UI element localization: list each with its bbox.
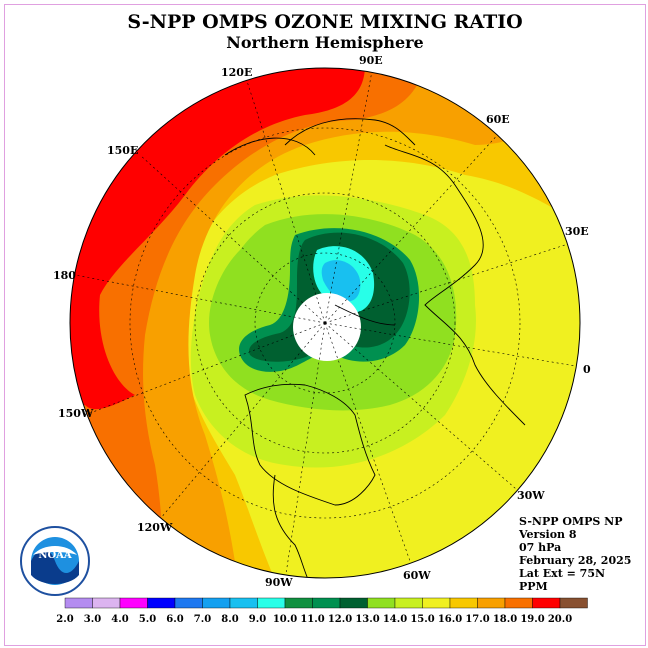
- colorbar-swatch: [504, 597, 533, 609]
- colorbar-tick-label: 10.0: [273, 614, 297, 625]
- colorbar-swatch: [202, 597, 231, 609]
- longitude-grid: [74, 70, 580, 578]
- colorbar-swatch: [477, 597, 506, 609]
- info-units: PPM: [519, 580, 548, 593]
- colorbar-tick-label: 13.0: [355, 614, 379, 625]
- colorbar-swatch: [339, 597, 368, 609]
- info-lat-ext: Lat Ext = 75N: [519, 567, 606, 580]
- lon-label-90w: 90W: [265, 576, 293, 589]
- colorbar-tick-label: 2.0: [56, 614, 73, 625]
- ozone-field: [70, 68, 580, 578]
- map-figure: S-NPP OMPS OZONE MIXING RATIO Northern H…: [4, 4, 646, 646]
- colorbar-swatch: [312, 597, 341, 609]
- colorbar-swatch: [532, 597, 561, 609]
- lon-label-90e: 90E: [359, 54, 383, 67]
- map-border: [69, 67, 581, 579]
- colorbar-swatch: [64, 597, 93, 609]
- colorbar-tick-label: 17.0: [465, 614, 489, 625]
- lon-label-60e: 60E: [486, 113, 510, 126]
- colorbar-swatch: [92, 597, 121, 609]
- lon-label-60w: 60W: [403, 569, 431, 582]
- colorbar-tick-label: 15.0: [410, 614, 434, 625]
- colorbar-tick-label: 9.0: [249, 614, 266, 625]
- info-date: February 28, 2025: [519, 554, 632, 567]
- colorbar-tick-label: 20.0: [548, 614, 572, 625]
- colorbar-swatch: [229, 597, 258, 609]
- lon-label-150e: 150E: [107, 144, 139, 157]
- field-9ppm: [321, 260, 361, 302]
- colorbar-tick-label: 8.0: [221, 614, 238, 625]
- colorbar-swatch: [449, 597, 478, 609]
- colorbar-swatch: [559, 597, 588, 609]
- colorbar: 2.0 3.0 4.0 5.0 6.0 7.0 8.0 9.0 10.0 11.0 12.0 13.0…: [56, 597, 588, 625]
- noaa-logo: NOAA: [20, 526, 90, 596]
- colorbar-swatch: [119, 597, 148, 609]
- lon-label-150w: 150W: [58, 407, 94, 420]
- lon-label-30w: 30W: [517, 489, 545, 502]
- lon-label-120e: 120E: [221, 66, 253, 79]
- colorbar-tick-label: 4.0: [111, 614, 128, 625]
- colorbar-tick-label: 6.0: [166, 614, 183, 625]
- colorbar-tick-label: 14.0: [383, 614, 407, 625]
- info-pressure: 07 hPa: [519, 541, 562, 554]
- colorbar-swatch: [257, 597, 286, 609]
- lon-label-0: 0: [583, 363, 591, 376]
- info-version: Version 8: [519, 528, 577, 541]
- colorbar-swatch: [284, 597, 313, 609]
- latitude-grid: [129, 127, 521, 519]
- colorbar-swatch: [394, 597, 423, 609]
- lon-label-30e: 30E: [565, 225, 589, 238]
- lon-label-120w: 120W: [137, 521, 173, 534]
- colorbar-tick-label: 3.0: [84, 614, 101, 625]
- no-data-region: [293, 293, 361, 361]
- colorbar-swatch: [147, 597, 176, 609]
- colorbar-tick-label: 7.0: [194, 614, 211, 625]
- lon-label-180: 180: [53, 269, 76, 282]
- colorbar-tick-label: 12.0: [328, 614, 352, 625]
- colorbar-swatch: [174, 597, 203, 609]
- svg-text:NOAA: NOAA: [38, 550, 72, 561]
- colorbar-tick-label: 16.0: [438, 614, 462, 625]
- map-subtitle: Northern Hemisphere: [226, 33, 424, 52]
- colorbar-tick-label: 19.0: [520, 614, 544, 625]
- colorbar-tick-label: 5.0: [139, 614, 156, 625]
- colorbar-swatch: [367, 597, 396, 609]
- polar-map: 2.0 3.0 4.0 5.0 6.0 7.0 8.0 9.0 10.0 11.0 12.0 13.0…: [56, 67, 588, 625]
- colorbar-swatch: [422, 597, 451, 609]
- colorbar-tick-label: 11.0: [300, 614, 324, 625]
- map-title: S-NPP OMPS OZONE MIXING RATIO: [127, 11, 523, 33]
- info-instrument: S-NPP OMPS NP: [519, 515, 623, 528]
- coastlines: [224, 118, 526, 578]
- colorbar-tick-label: 18.0: [493, 614, 517, 625]
